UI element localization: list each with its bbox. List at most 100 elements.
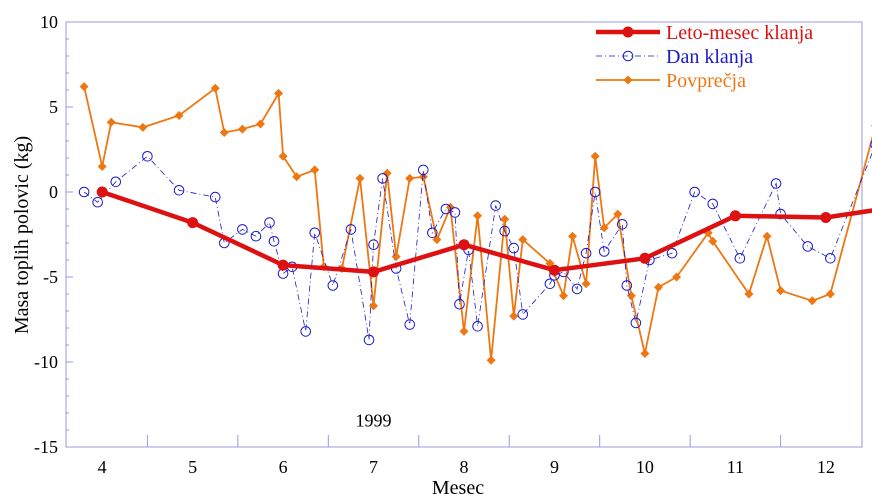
data-point-diamond: [106, 117, 116, 127]
legend-item: Dan klanja: [596, 46, 753, 68]
data-point-diamond: [825, 289, 835, 299]
data-point-dot: [729, 210, 741, 222]
data-point-circle: [544, 278, 556, 290]
data-point-circle: [472, 321, 483, 332]
data-point-circle: [173, 185, 185, 196]
data-point-circle: [616, 219, 628, 230]
data-point-circle: [250, 230, 262, 242]
data-point-circle: [417, 164, 429, 176]
data-point-diamond: [486, 355, 496, 365]
x-tick-label: 4: [98, 457, 107, 477]
data-point-diamond: [559, 291, 568, 301]
data-point-dot: [639, 252, 651, 264]
data-point-diamond: [237, 124, 247, 134]
series-0: [96, 186, 872, 278]
x-tick-label: 7: [369, 457, 378, 477]
data-point-circle: [209, 191, 221, 203]
data-point-circle: [508, 242, 520, 254]
data-point-diamond: [807, 296, 817, 306]
legend-label: Dan klanja: [666, 46, 753, 68]
data-point-diamond: [581, 279, 591, 289]
data-point-diamond: [391, 252, 401, 262]
data-point-diamond: [219, 128, 229, 137]
data-point-circle: [345, 224, 357, 235]
data-point-diamond: [278, 151, 288, 161]
data-point-diamond: [292, 172, 302, 182]
data-point-diamond: [744, 289, 754, 299]
data-point-diamond: [310, 165, 320, 175]
data-point-circle: [825, 252, 836, 264]
plot-area: 19992000: [78, 82, 872, 431]
x-tick-label: 9: [550, 457, 559, 477]
data-point-diamond: [97, 162, 107, 171]
data-point-diamond: [500, 214, 510, 224]
data-point-diamond: [640, 349, 650, 358]
data-point-diamond: [79, 82, 89, 92]
data-point-dot: [820, 212, 832, 223]
plot-frame: [65, 21, 863, 448]
data-point-circle: [427, 227, 438, 239]
data-point-circle: [490, 200, 501, 211]
y-tick-label: 0: [49, 182, 58, 202]
x-axis-label: Mesec: [432, 477, 484, 497]
series-line: [101, 189, 872, 275]
year-label: 1999: [356, 411, 392, 431]
data-point-circle: [264, 217, 275, 228]
data-point-diamond: [432, 235, 442, 245]
y-tick-label: -15: [34, 437, 58, 457]
data-point-diamond: [653, 282, 663, 292]
data-point-circle: [92, 196, 103, 208]
data-point-circle: [377, 173, 388, 184]
x-tick-label: 6: [279, 457, 288, 477]
legend-label: Povprečja: [666, 70, 746, 92]
data-point-circle: [268, 236, 280, 247]
data-point-circle: [499, 225, 511, 237]
data-point-diamond: [708, 236, 718, 246]
data-point-diamond: [762, 231, 772, 241]
data-point-circle: [142, 151, 153, 162]
data-point-circle: [598, 246, 610, 257]
data-point-circle: [630, 317, 642, 329]
data-point-circle: [666, 247, 678, 259]
data-point-circle: [571, 283, 583, 295]
data-point-dot: [277, 259, 289, 271]
x-tick-label: 11: [727, 457, 744, 477]
data-point-circle: [78, 186, 90, 198]
data-point-circle: [689, 186, 700, 198]
data-point-diamond: [255, 119, 265, 129]
x-tick-label: 12: [817, 457, 835, 477]
y-tick-label: -10: [34, 352, 58, 372]
series-2: [79, 82, 872, 365]
data-point-diamond: [459, 326, 469, 336]
data-point-diamond: [405, 173, 415, 183]
data-point-diamond: [776, 286, 786, 296]
data-point-circle: [707, 198, 719, 210]
data-point-circle: [440, 203, 452, 215]
data-point-diamond: [568, 231, 578, 241]
data-point-circle: [802, 241, 814, 252]
data-point-circle: [368, 239, 379, 250]
data-point-diamond: [210, 83, 220, 93]
data-point-diamond: [590, 151, 600, 161]
data-point-diamond: [599, 223, 609, 233]
legend-marker: [623, 75, 633, 85]
data-point-dot: [458, 239, 470, 251]
legend-label: Leto-mesec klanja: [666, 22, 813, 44]
legend-item: Povprečja: [596, 70, 746, 92]
data-point-diamond: [473, 211, 483, 221]
data-point-circle: [237, 224, 248, 235]
y-axis-label: Masa toplih polovic (kg): [11, 136, 33, 334]
data-point-diamond: [672, 272, 682, 282]
data-point-circle: [870, 140, 872, 149]
legend-marker: [622, 26, 634, 38]
x-tick-label: 8: [460, 457, 469, 477]
data-point-circle: [309, 227, 321, 239]
data-point-dot: [368, 266, 380, 278]
data-point-dot: [187, 217, 199, 229]
data-point-circle: [300, 326, 312, 337]
data-point-circle: [517, 309, 529, 320]
y-tick-label: -5: [43, 267, 58, 287]
